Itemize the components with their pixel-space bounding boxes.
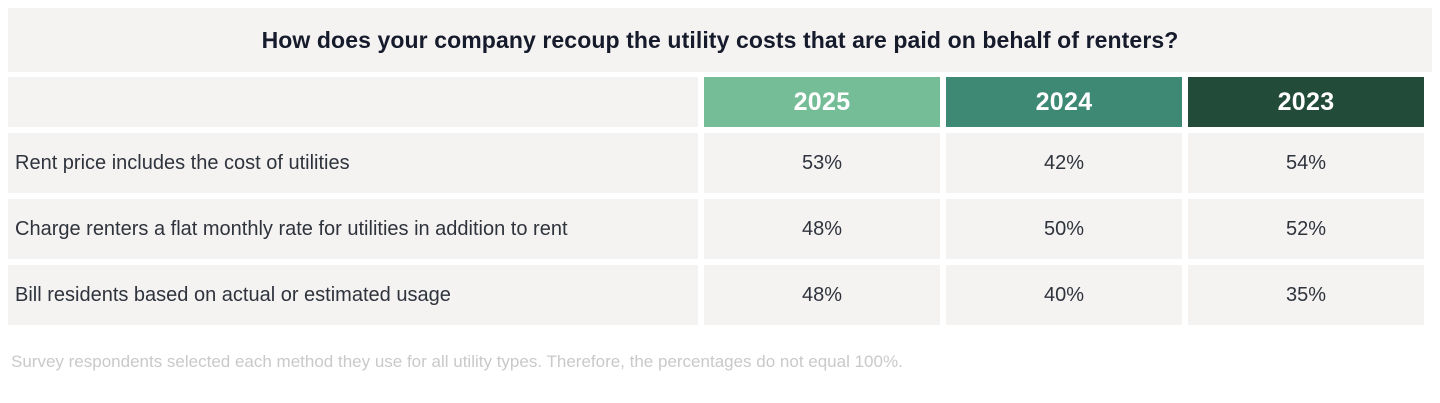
row-label-bill-actual-estimated-usage: Bill residents based on actual or estima… xyxy=(8,265,698,325)
survey-footnote: Survey respondents selected each method … xyxy=(11,352,903,371)
header-cell-2024: 2024 xyxy=(946,77,1182,127)
survey-results-table: How does your company recoup the utility… xyxy=(8,8,1432,372)
value-cell-row1-2023: 54% xyxy=(1188,133,1424,193)
table-title: How does your company recoup the utility… xyxy=(261,26,1179,53)
row-label-rent-includes-utilities: Rent price includes the cost of utilitie… xyxy=(8,133,698,193)
value-cell-row3-2024: 40% xyxy=(946,265,1182,325)
value-cell-row1-2025: 53% xyxy=(704,133,940,193)
value-cell-row3-2023: 35% xyxy=(1188,265,1424,325)
value-cell-row2-2024: 50% xyxy=(946,199,1182,259)
table-title-bar: How does your company recoup the utility… xyxy=(8,8,1432,72)
utility-cost-recoup-table: 2025 2024 2023 Rent price includes the c… xyxy=(8,77,1432,325)
value-cell-row2-2023: 52% xyxy=(1188,199,1424,259)
header-cell-2023: 2023 xyxy=(1188,77,1424,127)
header-cell-2025: 2025 xyxy=(704,77,940,127)
value-cell-row1-2024: 42% xyxy=(946,133,1182,193)
value-cell-row3-2025: 48% xyxy=(704,265,940,325)
row-label-flat-monthly-rate: Charge renters a flat monthly rate for u… xyxy=(8,199,698,259)
value-cell-row2-2025: 48% xyxy=(704,199,940,259)
header-spacer-cell xyxy=(8,77,698,127)
